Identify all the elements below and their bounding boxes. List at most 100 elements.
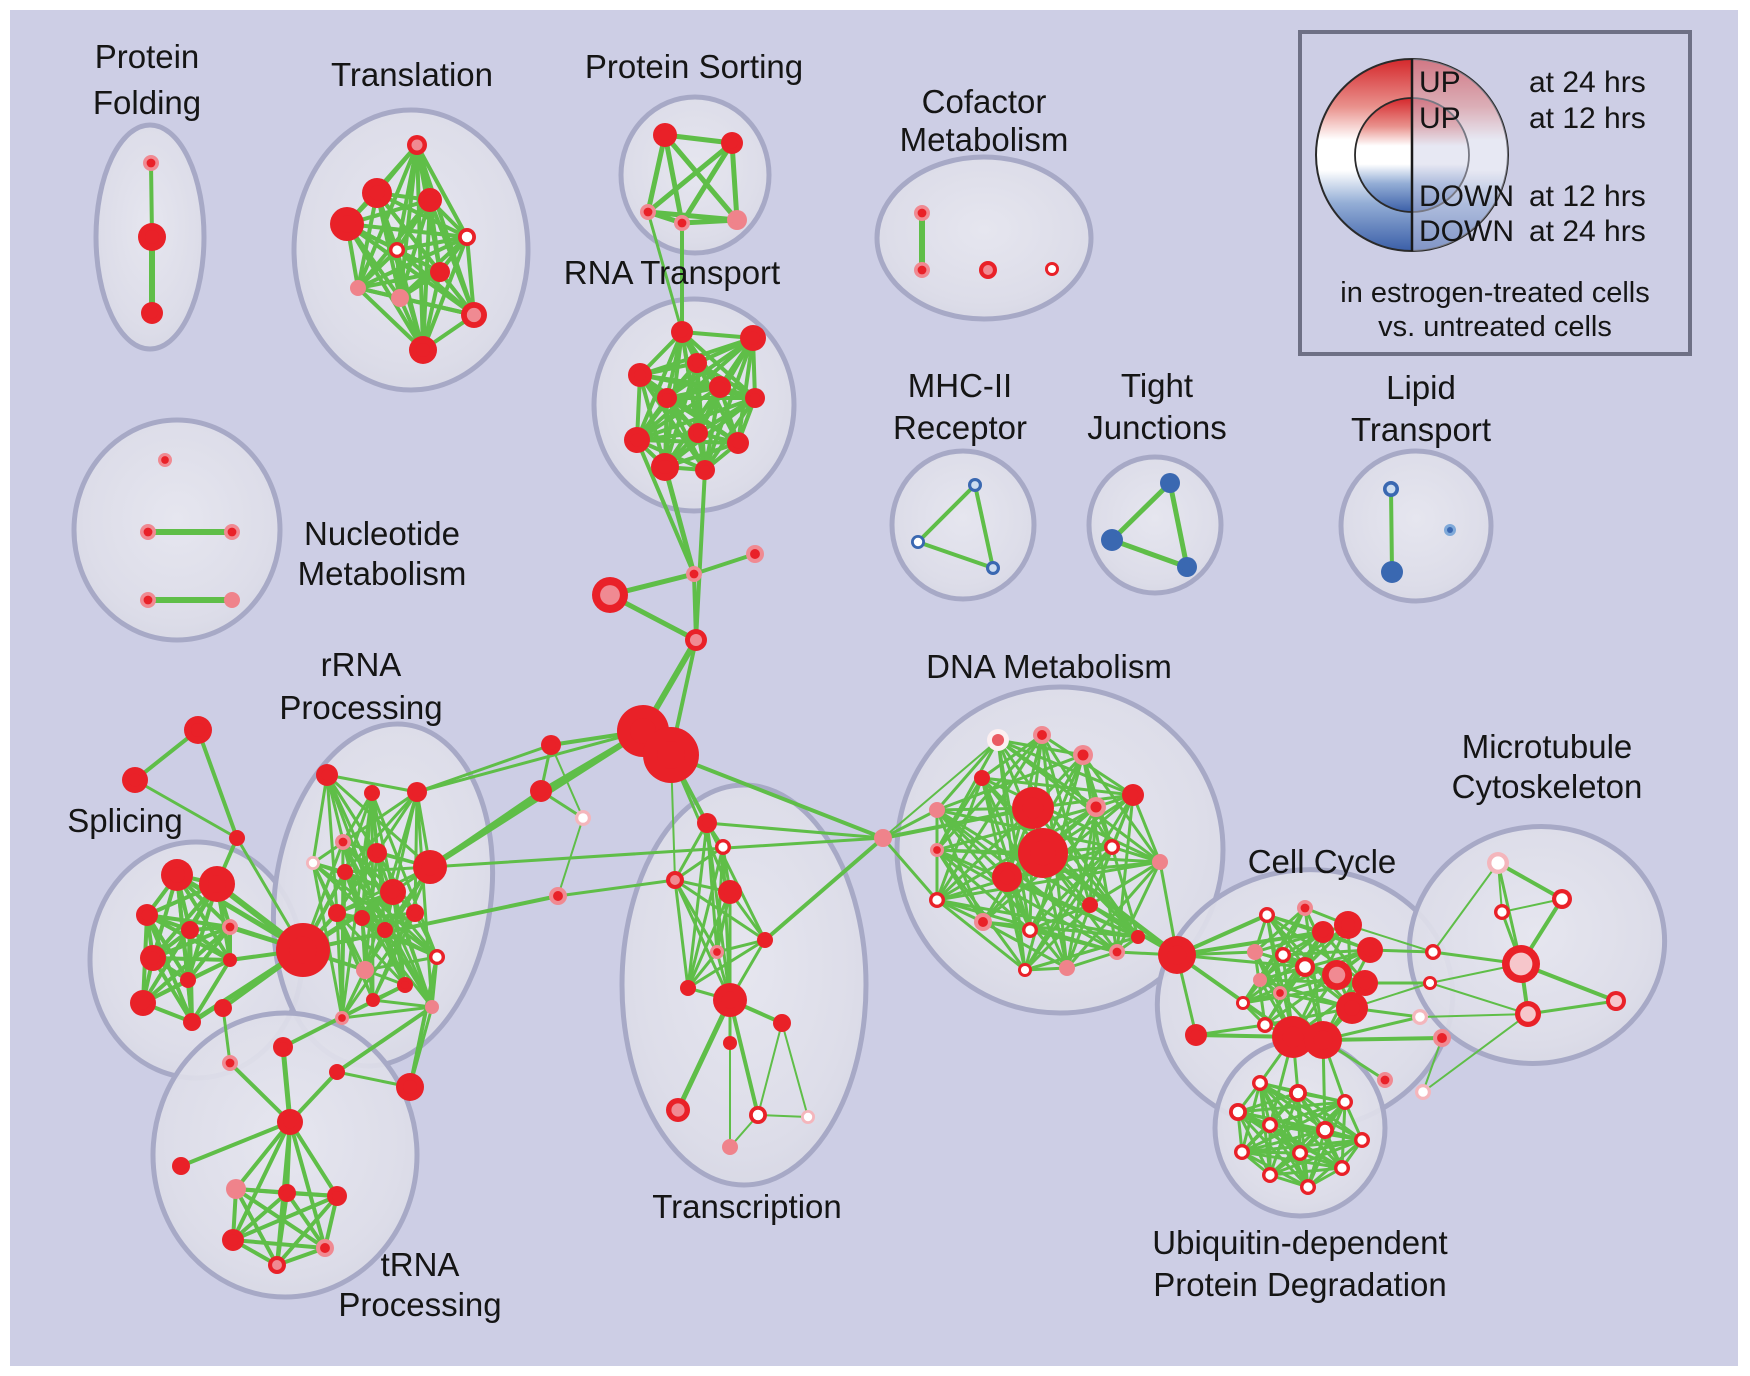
node-ub12 [1300,1179,1316,1195]
edge-dnb1-tr1 [705,821,885,840]
node-mc8 [1606,991,1626,1011]
node-cc5 [1357,937,1383,963]
node-inner-12h-cc11 [1344,1000,1360,1016]
node-dn5 [929,802,945,818]
node-inner-12h-ub8 [1237,1147,1247,1157]
node-inner-12h-ch4 [689,633,703,647]
node-inner-12h-sp9 [136,996,150,1010]
node-inner-12h-ub7 [1357,1135,1367,1145]
node-cc11 [1336,992,1368,1024]
node-inner-12h-cc9 [1328,966,1346,984]
node-inner-12h-tr3 [670,875,680,885]
node-dn3 [1073,745,1093,765]
cluster-label-ubiquitin-degradation-1: Protein Degradation [1153,1266,1447,1303]
edge-tnhub-tn2 [234,1120,292,1191]
cluster-label-rrna-processing-0: rRNA [321,646,402,683]
edge-tn3-tn7 [275,1191,289,1267]
edge-dn8-cc0 [1040,850,1180,958]
node-inner-12h-dn1 [991,733,1005,747]
cluster-label-trna-processing-0: tRNA [381,1246,460,1283]
cluster-label-nucleotide-metabolism-0: Nucleotide [304,515,460,552]
node-tj2 [1101,529,1123,551]
cluster-label-lipid-transport-1: Transport [1351,411,1491,448]
edge-dn11-dn13 [1131,793,1162,864]
node-sp3 [136,904,158,926]
edge-ps2-ps4 [679,140,735,226]
node-inner-12h-cc2 [1300,903,1310,913]
node-dn7 [1012,787,1054,829]
cluster-label-cofactor-metabolism-0: Cofactor [922,83,1047,120]
edge-rr3-rr5 [311,790,419,865]
node-cf3 [979,261,997,279]
edge-rt1-rt7 [680,330,757,400]
edge-jn1-rr3 [415,743,553,794]
edge-dn2-dn4 [980,733,1044,780]
edge-tl6-tl8 [356,248,399,290]
edge-ub7-ub12 [1306,1138,1364,1189]
node-ub6 [1316,1121,1334,1139]
node-inner-12h-ub6 [1319,1124,1331,1136]
node-inner-12h-cc21 [1437,1033,1447,1043]
node-inner-12h-ps5 [732,215,742,225]
edge-rr10-rr16 [335,911,407,987]
edge-dn19-dn20 [1065,950,1119,970]
edge-tn3-tn5 [231,1191,289,1242]
node-inner-12h-mc1 [1491,856,1505,870]
edge-tr2-tr7 [686,845,725,990]
edge-dn10-dn14 [935,805,1098,902]
node-inner-12h-rr12 [381,926,389,934]
node-cc13 [1273,986,1287,1000]
node-tl5 [458,228,476,246]
node-inner-12h-dn11 [1127,789,1139,801]
node-inner-12h-cc20 [1415,1012,1425,1022]
node-sp1 [161,859,193,891]
edge-ub10-ub11 [1268,1166,1344,1177]
node-mh3 [986,561,1000,575]
edge-tl6-tl10 [395,248,476,317]
node-tl11 [409,336,437,364]
node-inner-12h-tnt4 [333,1068,341,1076]
edge-dnb1-dn1 [882,739,999,839]
node-inner-12h-rt3 [692,358,702,368]
edge-tr9-tr12 [757,1022,783,1116]
node-tl7 [430,262,450,282]
edge-tr3-tr5 [673,878,767,942]
node-inner-12h-ub1 [1255,1078,1265,1088]
node-inner-12h-cc7 [1278,950,1288,960]
node-inner-12h-rr7 [341,868,349,876]
edge-tl4-tl10 [345,222,476,317]
node-inner-12h-rr11 [358,914,366,922]
cluster-label-tight-junctions-1: Junctions [1087,409,1226,446]
node-inner-12h-pf1 [146,158,156,168]
node-inner-12h-cc18 [1428,947,1438,957]
node-rr15 [356,961,374,979]
node-inner-12h-ch2 [750,549,760,559]
node-rr14 [429,949,445,965]
cluster-label-rna-transport-0: RNA Transport [564,254,780,291]
node-inner-12h-ch3 [600,585,620,605]
node-inner-12h-cc16 [1282,1026,1304,1048]
node-inner-12h-dn9 [999,869,1015,885]
cluster-ellipse-tight-junctions [1086,454,1224,596]
cluster-ellipse-transcription [619,782,869,1188]
node-sphub [276,923,330,977]
node-ps3 [640,204,656,220]
node-inner-12h-cc4 [1341,918,1355,932]
cluster-label-lipid-transport-0: Lipid [1386,369,1456,406]
edge-cc18-cc4 [1347,924,1434,953]
legend-caption-line2: vs. untreated cells [1378,311,1612,343]
node-inner-12h-ps4 [677,218,687,228]
node-tnt2 [222,1055,238,1071]
node-sp10 [183,1013,201,1031]
node-inner-12h-tl4 [338,215,356,233]
node-cc23 [1415,1084,1431,1100]
node-cc4 [1334,911,1362,939]
node-rr19 [335,1011,349,1025]
node-inner-12h-rr18 [428,1003,436,1011]
node-dn2 [1033,726,1051,744]
node-rt9 [624,427,650,453]
edge-rr1-rr3 [325,773,419,794]
node-ch4 [685,629,707,651]
node-tn5 [222,1229,244,1251]
node-cc21 [1433,1029,1451,1047]
